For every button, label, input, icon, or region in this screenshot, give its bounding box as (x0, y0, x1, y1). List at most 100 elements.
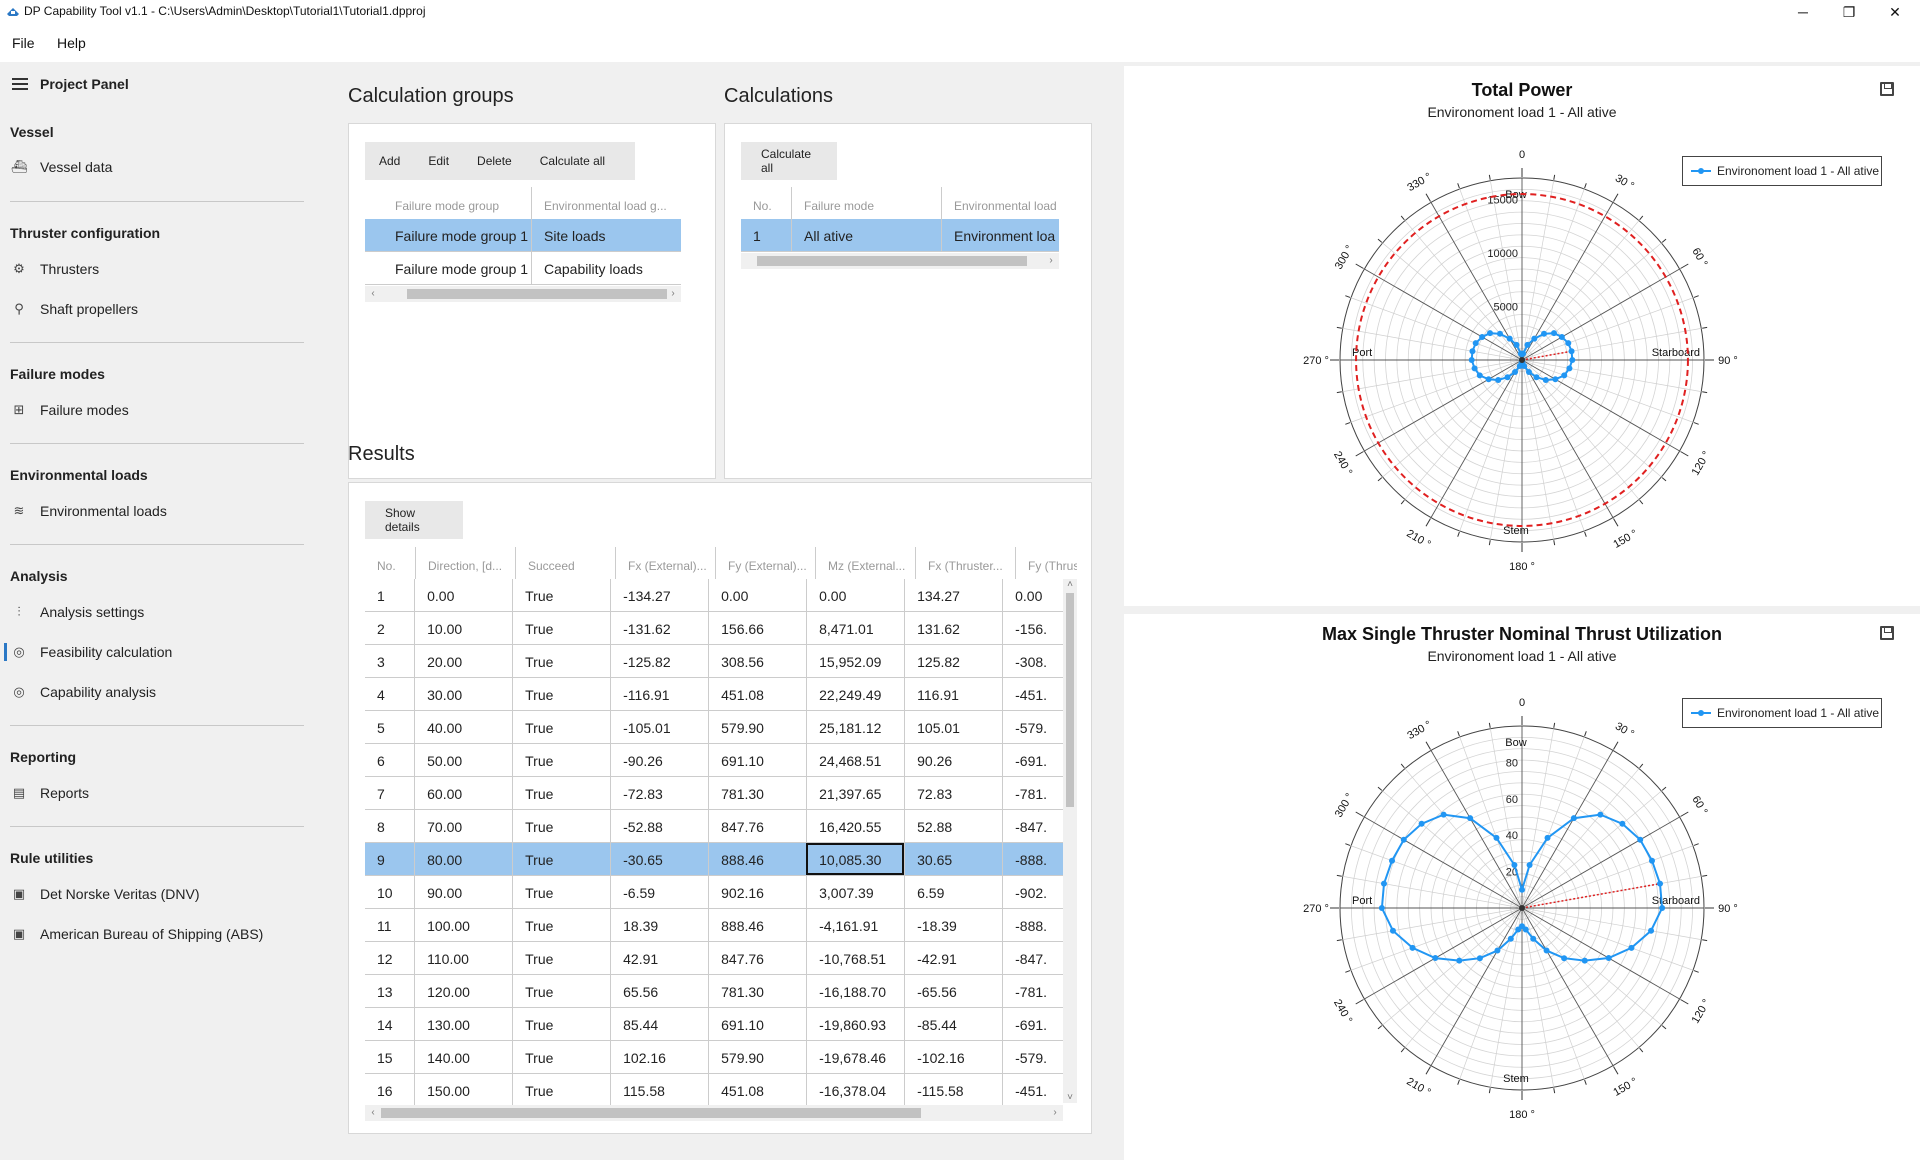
scroll-right-icon[interactable]: › (1049, 255, 1053, 266)
table-cell[interactable]: True (512, 678, 610, 710)
table-cell[interactable]: 20.00 (414, 645, 512, 677)
table-row[interactable]: Failure mode group 1 Capability loads (365, 252, 681, 285)
table-cell[interactable]: 24,468.51 (806, 744, 904, 776)
table-cell[interactable]: True (512, 744, 610, 776)
table-cell[interactable]: 80.00 (414, 843, 512, 875)
table-cell[interactable]: 2 (377, 621, 385, 637)
table-cell[interactable]: 0.00 (1002, 579, 1063, 611)
table-cell[interactable]: 60.00 (414, 777, 512, 809)
table-cell[interactable]: -4,161.91 (806, 909, 904, 941)
table-cell[interactable]: -308. (1002, 645, 1063, 677)
table-cell[interactable]: 781.30 (708, 777, 806, 809)
table-cell[interactable]: True (512, 942, 610, 974)
results-column-header[interactable]: Mz (External... (815, 547, 915, 579)
scroll-thumb[interactable] (1066, 593, 1074, 807)
table-cell[interactable]: 451.08 (708, 678, 806, 710)
table-cell[interactable]: -451. (1002, 1074, 1063, 1106)
table-cell[interactable]: -902. (1002, 876, 1063, 908)
table-cell[interactable]: 131.62 (904, 612, 1002, 644)
table-row[interactable]: 3 20.00 True -125.82 308.56 15,952.09 125.82 -3… (365, 645, 1063, 678)
scroll-left-icon[interactable]: ‹ (371, 288, 375, 299)
nav-vessel-data[interactable]: ⛴ Vessel data (10, 154, 300, 180)
table-cell[interactable]: True (512, 645, 610, 677)
table-cell[interactable]: -52.88 (610, 810, 708, 842)
table-cell[interactable]: -579. (1002, 1041, 1063, 1073)
table-cell[interactable]: -691. (1002, 744, 1063, 776)
delete-button[interactable]: Delete (477, 154, 512, 168)
table-cell[interactable]: True (512, 1041, 610, 1073)
table-cell[interactable]: 12 (377, 951, 393, 967)
table-cell[interactable]: -90.26 (610, 744, 708, 776)
table-cell[interactable]: 781.30 (708, 975, 806, 1007)
results-column-header[interactable]: Direction, [d... (415, 547, 515, 579)
scroll-right-icon[interactable]: › (1053, 1107, 1057, 1118)
table-cell[interactable]: -115.58 (904, 1074, 1002, 1106)
table-cell[interactable]: 579.90 (708, 1041, 806, 1073)
table-cell[interactable]: 4 (377, 687, 385, 703)
table-cell[interactable]: 120.00 (414, 975, 512, 1007)
table-row[interactable]: Failure mode group 1 Site loads (365, 219, 681, 252)
table-cell[interactable]: 40.00 (414, 711, 512, 743)
table-cell[interactable]: -19,678.46 (806, 1041, 904, 1073)
table-cell[interactable]: 847.76 (708, 810, 806, 842)
table-cell[interactable]: 50.00 (414, 744, 512, 776)
table-cell[interactable]: 52.88 (904, 810, 1002, 842)
table-cell[interactable]: 90.00 (414, 876, 512, 908)
col-environmental-load-group[interactable]: Environmental load g... (531, 187, 697, 219)
table-cell[interactable]: -781. (1002, 975, 1063, 1007)
scroll-thumb[interactable] (381, 1108, 921, 1118)
edit-button[interactable]: Edit (428, 154, 450, 168)
table-cell[interactable]: -16,378.04 (806, 1074, 904, 1106)
table-cell[interactable]: -18.39 (904, 909, 1002, 941)
table-cell[interactable]: 25,181.12 (806, 711, 904, 743)
table-cell[interactable]: 6 (377, 753, 385, 769)
restore-button[interactable]: ❐ (1842, 3, 1856, 20)
scroll-thumb[interactable] (757, 256, 1027, 266)
table-row[interactable]: 15 140.00 True 102.16 579.90 -19,678.46 -102.1… (365, 1041, 1063, 1074)
table-cell[interactable]: 6.59 (904, 876, 1002, 908)
table-cell[interactable]: 3 (377, 654, 385, 670)
scroll-down-icon[interactable]: ˅ (1067, 1092, 1073, 1103)
table-cell[interactable]: 18.39 (610, 909, 708, 941)
table-cell[interactable]: 16,420.55 (806, 810, 904, 842)
results-column-header[interactable]: Fx (External)... (615, 547, 715, 579)
table-cell[interactable]: True (512, 711, 610, 743)
menu-file[interactable]: File (12, 35, 35, 51)
results-column-header[interactable]: No. (377, 559, 396, 573)
nav-analysis-settings[interactable]: ⫶ Analysis settings (10, 599, 300, 625)
calculate-all-button[interactable]: Calculate all (539, 154, 606, 168)
table-row[interactable]: 9 80.00 True -30.65 888.46 10,085.30 30.65 -888… (365, 843, 1063, 876)
table-cell[interactable]: -847. (1002, 942, 1063, 974)
table-cell[interactable]: -847. (1002, 810, 1063, 842)
table-cell[interactable]: 110.00 (414, 942, 512, 974)
scroll-right-icon[interactable]: › (671, 288, 675, 299)
table-cell[interactable]: 8,471.01 (806, 612, 904, 644)
table-cell[interactable]: -579. (1002, 711, 1063, 743)
table-cell[interactable]: 1 (377, 588, 385, 604)
table-cell[interactable]: 156.66 (708, 612, 806, 644)
table-cell[interactable]: 888.46 (708, 843, 806, 875)
table-cell[interactable]: 7 (377, 786, 385, 802)
table-cell[interactable]: 85.44 (610, 1008, 708, 1040)
horizontal-scrollbar[interactable]: ‹ › (365, 286, 681, 302)
table-cell[interactable]: -134.27 (610, 579, 708, 611)
table-cell[interactable]: -125.82 (610, 645, 708, 677)
table-cell[interactable]: -19,860.93 (806, 1008, 904, 1040)
table-cell[interactable]: True (512, 579, 610, 611)
table-cell[interactable]: 134.27 (904, 579, 1002, 611)
table-cell[interactable]: 150.00 (414, 1074, 512, 1106)
horizontal-scrollbar[interactable]: › (741, 253, 1059, 269)
table-cell[interactable]: 5 (377, 720, 385, 736)
table-cell[interactable]: 14 (377, 1017, 393, 1033)
table-cell[interactable]: 140.00 (414, 1041, 512, 1073)
table-cell[interactable]: -888. (1002, 909, 1063, 941)
table-cell[interactable]: True (512, 909, 610, 941)
table-cell[interactable]: 10 (377, 885, 393, 901)
table-cell[interactable]: 902.16 (708, 876, 806, 908)
table-cell[interactable]: 65.56 (610, 975, 708, 1007)
table-cell[interactable]: -65.56 (904, 975, 1002, 1007)
table-cell[interactable]: -691. (1002, 1008, 1063, 1040)
table-cell[interactable]: 30.00 (414, 678, 512, 710)
results-column-header[interactable]: Succeed (515, 547, 615, 579)
nav-failure-modes[interactable]: ⊞ Failure modes (10, 397, 300, 423)
